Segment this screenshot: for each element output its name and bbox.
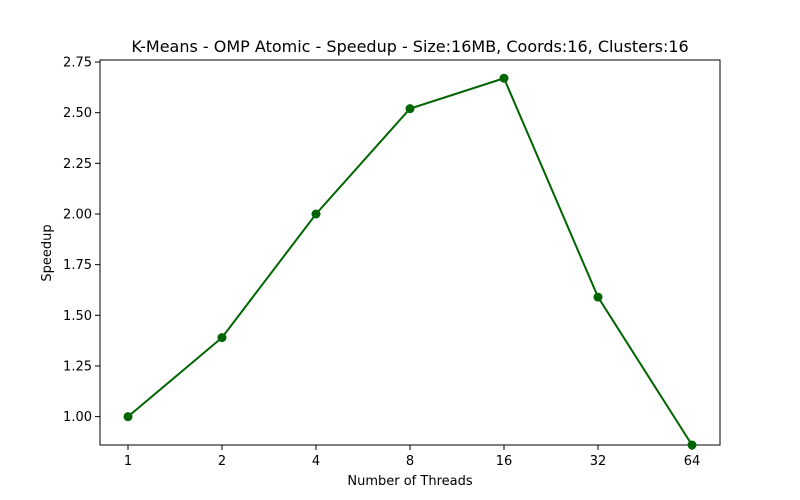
x-tick-label: 1 (124, 454, 132, 469)
y-tick-label: 1.25 (63, 359, 92, 374)
y-tick-label: 2.25 (63, 157, 92, 172)
x-axis-label: Number of Threads (347, 474, 472, 489)
speedup-series (123, 73, 697, 450)
data-point (123, 412, 133, 422)
x-tick-label: 2 (218, 454, 226, 469)
data-point (217, 333, 227, 343)
x-tick-label: 16 (496, 454, 513, 469)
chart-title: K-Means - OMP Atomic - Speedup - Size:16… (131, 37, 688, 56)
y-tick-label: 1.00 (63, 410, 92, 425)
y-axis-label: Speedup (40, 224, 55, 281)
y-tick-label: 1.50 (63, 309, 92, 324)
data-point (405, 104, 415, 114)
y-tick-label: 2.50 (63, 106, 92, 121)
y-tick-label: 2.00 (63, 208, 92, 223)
series-line (127, 77, 693, 446)
plot-area (99, 59, 721, 446)
x-tick-label: 8 (406, 454, 414, 469)
x-tick-label: 64 (684, 454, 701, 469)
x-tick-label: 32 (590, 454, 607, 469)
y-tick-label: 2.75 (63, 56, 92, 71)
y-axis: 1.00 1.25 1.50 1.75 2.00 2.25 2.50 2.75 (63, 56, 100, 425)
data-point (499, 73, 509, 83)
x-axis: 1 2 4 8 16 32 64 (124, 445, 700, 469)
x-tick-label: 4 (312, 454, 320, 469)
data-point (687, 440, 697, 450)
y-tick-label: 1.75 (63, 258, 92, 273)
data-point (311, 209, 321, 219)
data-point (593, 292, 603, 302)
